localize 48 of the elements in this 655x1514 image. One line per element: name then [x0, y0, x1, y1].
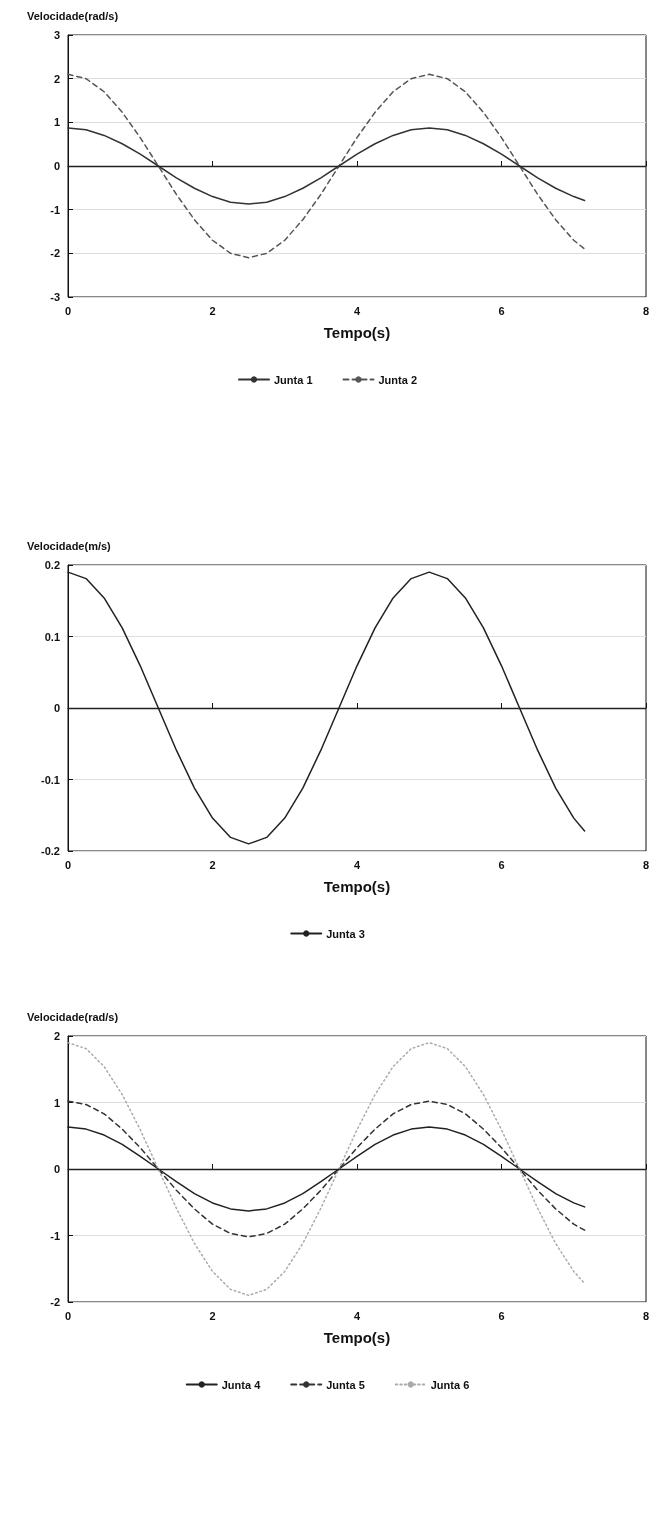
- x-tick-label: 4: [353, 304, 361, 317]
- y-tick-label: 0: [53, 1163, 60, 1175]
- y-tick-label: -2: [50, 1296, 60, 1308]
- y-axis-title: Velocidade(m/s): [27, 539, 112, 552]
- y-axis-title: Velocidade(rad/s): [27, 1010, 119, 1023]
- y-tick-label: 0: [53, 702, 60, 714]
- x-tick-label: 8: [642, 1309, 650, 1322]
- x-tick-label: 6: [498, 858, 505, 871]
- y-tick-label: 0.1: [44, 630, 60, 643]
- legend-label: Junta 4: [221, 1378, 262, 1391]
- y-tick-label: -0.2: [41, 845, 60, 857]
- y-tick-label: -1: [50, 1229, 60, 1242]
- y-tick-label: 0.2: [44, 559, 60, 571]
- x-tick-label: 4: [353, 1309, 361, 1322]
- x-axis-title: Tempo(s): [323, 878, 391, 895]
- line-series: [67, 1041, 586, 1297]
- y-tick-label: 2: [53, 72, 60, 85]
- x-tick-label: 0: [64, 1309, 72, 1322]
- x-tick-label: 2: [209, 304, 216, 317]
- line-series: [67, 73, 586, 259]
- y-axis-title: Velocidade(rad/s): [27, 9, 119, 22]
- legend-label: Junta 5: [326, 1378, 365, 1391]
- x-tick-label: 2: [209, 858, 216, 871]
- x-tick-label: 6: [498, 1309, 505, 1322]
- legend-label: Junta 1: [273, 373, 313, 386]
- x-axis-title: Tempo(s): [323, 324, 391, 341]
- line-series: [67, 127, 586, 205]
- x-tick-label: 6: [498, 304, 505, 317]
- legend-label: Junta 2: [378, 373, 418, 386]
- x-tick-label: 2: [209, 1309, 216, 1322]
- y-tick-label: 1: [53, 116, 60, 129]
- y-tick-label: -2: [50, 247, 60, 260]
- legend-label: Junta 3: [326, 927, 365, 940]
- y-tick-label: -0.1: [41, 773, 60, 786]
- x-axis-title: Tempo(s): [323, 1329, 391, 1346]
- y-tick-label: 2: [53, 1030, 60, 1042]
- y-tick-label: 0: [53, 160, 60, 172]
- x-tick-label: 8: [642, 304, 650, 317]
- y-tick-label: -3: [50, 291, 60, 303]
- y-tick-label: 3: [53, 29, 60, 41]
- x-tick-label: 4: [353, 858, 361, 871]
- x-tick-label: 0: [64, 858, 72, 871]
- x-tick-label: 0: [64, 304, 72, 317]
- y-tick-label: 1: [53, 1096, 60, 1109]
- y-tick-label: -1: [50, 203, 60, 216]
- line-series: [67, 1100, 586, 1238]
- x-tick-label: 8: [642, 858, 650, 871]
- legend-label: Junta 6: [430, 1378, 470, 1391]
